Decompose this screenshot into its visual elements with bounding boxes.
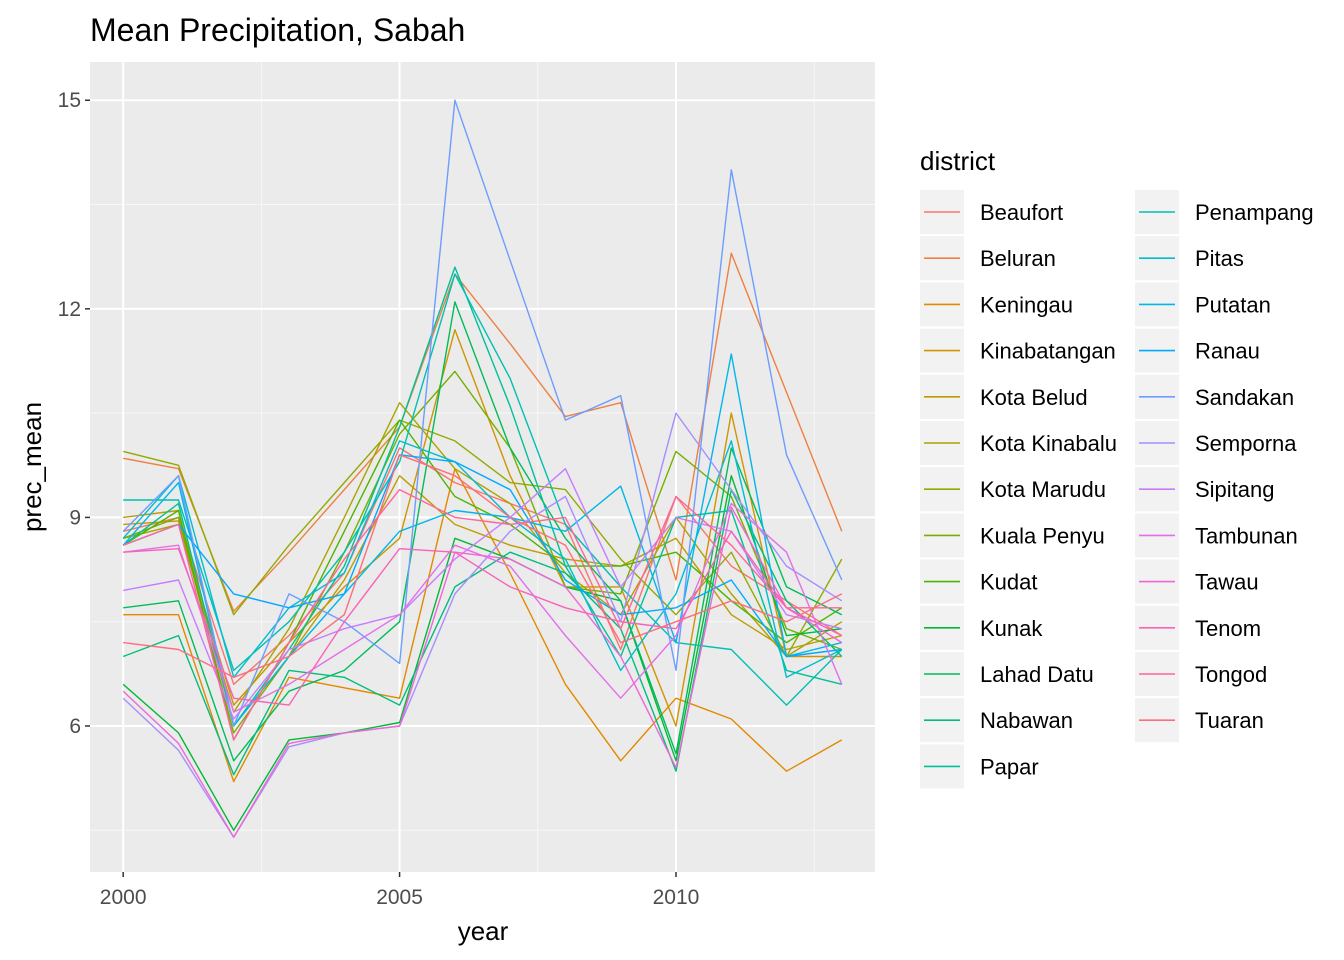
series-line-kuala-penyu: [122, 370, 843, 734]
legend-label: Semporna: [1195, 431, 1297, 456]
y-tick-label: 6: [69, 715, 81, 738]
legend-title: district: [920, 146, 996, 176]
legend-label: Kudat: [980, 570, 1038, 595]
legend-label: Sandakan: [1195, 385, 1294, 410]
legend-label: Kinabatangan: [980, 339, 1116, 364]
series-line-kota-marudu: [123, 419, 843, 658]
legend-label: Tenom: [1195, 616, 1261, 641]
legend-label: Putatan: [1195, 292, 1271, 317]
series-line-beaufort: [123, 447, 843, 685]
series-line-kunak: [122, 475, 842, 831]
series-line-tuaran: [123, 454, 843, 678]
x-axis-title: year: [458, 916, 509, 946]
x-axis: 2000 2005 2010: [100, 872, 700, 909]
series-line-tawau: [122, 506, 843, 838]
legend-item-pitas: Pitas: [1135, 236, 1244, 281]
legend-label: Penampang: [1195, 200, 1314, 225]
legend-label: Ranau: [1195, 339, 1260, 364]
y-tick-label: 9: [69, 506, 81, 529]
legend-label: Sipitang: [1195, 477, 1275, 502]
series-line-kota-kinabalu: [123, 402, 843, 713]
series-line-putatan: [122, 353, 842, 727]
plot-panel: [90, 62, 875, 872]
series-line-tenom: [123, 530, 843, 706]
legend-label: Lahad Datu: [980, 662, 1094, 687]
chart-title: Mean Precipitation, Sabah: [90, 12, 465, 48]
legend-label: Kuala Penyu: [980, 523, 1105, 548]
legend-label: Kota Marudu: [980, 477, 1106, 502]
legend-item-kota-marudu: Kota Marudu: [920, 467, 1106, 512]
legend-item-nabawan: Nabawan: [920, 698, 1073, 743]
minor-gridlines: [90, 62, 875, 872]
legend-item-putatan: Putatan: [1135, 282, 1271, 327]
legend-item-tongod: Tongod: [1135, 652, 1267, 696]
legend-item-penampang: Penampang: [1135, 190, 1314, 234]
legend-label: Pitas: [1195, 246, 1244, 271]
series-line-beluran: [123, 252, 843, 612]
legend-item-kuala-penyu: Kuala Penyu: [920, 513, 1105, 558]
legend-item-kinabatangan: Kinabatangan: [920, 328, 1116, 373]
legend-item-sandakan: Sandakan: [1135, 374, 1294, 419]
x-tick-label: 2000: [100, 886, 147, 909]
legend-item-tenom: Tenom: [1135, 605, 1261, 650]
x-tick-label: 2010: [653, 886, 700, 909]
legend-item-keningau: Keningau: [920, 282, 1073, 327]
legend-item-tuaran: Tuaran: [1135, 698, 1264, 743]
legend-label: Kota Kinabalu: [980, 431, 1117, 456]
y-axis: 6 9 12 15: [58, 89, 90, 738]
legend-label: Tawau: [1195, 570, 1259, 595]
legend-item-ranau: Ranau: [1135, 328, 1260, 373]
series-line-pitas: [122, 440, 843, 678]
legend-item-kudat: Kudat: [920, 559, 1038, 604]
legend-label: Tongod: [1195, 662, 1267, 687]
legend-label: Kota Belud: [980, 385, 1088, 410]
x-tick-label: 2005: [376, 886, 423, 909]
legend-label: Beluran: [980, 246, 1056, 271]
legend-item-beaufort: Beaufort: [920, 190, 1063, 234]
legend-item-beluran: Beluran: [920, 236, 1056, 281]
series-line-ranau: [122, 454, 842, 658]
legend-label: Kunak: [980, 616, 1043, 641]
y-axis-title: prec_mean: [17, 402, 47, 532]
legend-item-kota-kinabalu: Kota Kinabalu: [920, 421, 1117, 465]
series-line-penampang: [123, 273, 843, 706]
y-tick-label: 15: [58, 89, 81, 112]
series-line-papar: [122, 266, 842, 727]
series-lines: [122, 99, 843, 838]
series-line-tongod: [122, 488, 842, 741]
legend: Beaufort Beluran Keningau Kinabatangan Kota …: [920, 190, 1314, 789]
legend-item-sipitang: Sipitang: [1135, 467, 1275, 512]
legend-item-tambunan: Tambunan: [1135, 513, 1298, 558]
legend-label: Tambunan: [1195, 523, 1298, 548]
legend-label: Tuaran: [1195, 708, 1264, 733]
y-tick-label: 12: [58, 298, 81, 321]
series-line-lahad-datu: [123, 301, 843, 762]
legend-label: Papar: [980, 754, 1039, 779]
legend-item-tawau: Tawau: [1135, 559, 1259, 604]
legend-label: Beaufort: [980, 200, 1063, 225]
legend-item-semporna: Semporna: [1135, 421, 1297, 465]
legend-item-kunak: Kunak: [920, 605, 1043, 650]
legend-label: Nabawan: [980, 708, 1073, 733]
series-line-sandakan: [122, 99, 843, 727]
legend-item-papar: Papar: [920, 744, 1039, 789]
legend-item-lahad-datu: Lahad Datu: [920, 652, 1094, 696]
legend-item-kota-belud: Kota Belud: [920, 374, 1088, 419]
legend-label: Keningau: [980, 292, 1073, 317]
